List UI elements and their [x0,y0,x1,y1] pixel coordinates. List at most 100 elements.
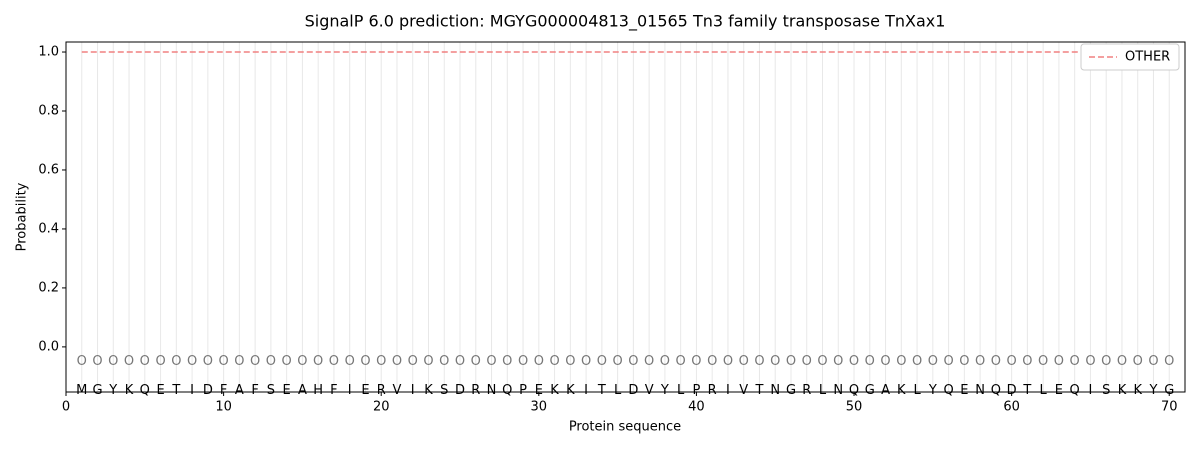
residue-label: R [802,383,811,398]
x-tick-label: 50 [846,400,863,415]
region-label: O [896,354,906,369]
region-label: O [754,354,764,369]
region-label: O [1148,354,1158,369]
residue-label: K [1133,383,1142,398]
region-label: O [786,354,796,369]
residue-label: D [628,383,638,398]
region-label: O [392,354,402,369]
residue-label: K [1118,383,1127,398]
residue-label: T [597,383,606,398]
x-tick-label: 20 [373,400,390,415]
region-label: O [928,354,938,369]
residue-label: H [313,383,323,398]
residue-label: Q [1070,383,1080,398]
region-label: O [455,354,465,369]
residue-label: S [267,383,275,398]
region-label: O [660,354,670,369]
residue-label: Q [502,383,512,398]
region-label: O [644,354,654,369]
region-label: O [912,354,922,369]
region-label: O [171,354,181,369]
residue-label: M [76,383,87,398]
region-label: O [486,354,496,369]
region-label: O [597,354,607,369]
region-label: O [423,354,433,369]
residue-label: E [960,383,968,398]
residue-label: K [550,383,559,398]
region-label: O [534,354,544,369]
residue-label: F [251,383,258,398]
region-label: O [1054,354,1064,369]
residue-label: D [455,383,465,398]
region-label: O [723,354,733,369]
residue-label: F [330,383,337,398]
region-label: O [628,354,638,369]
region-label: O [975,354,985,369]
region-label: O [770,354,780,369]
x-tick-label: 40 [688,400,705,415]
residue-label: L [1040,383,1048,398]
residue-label: I [584,383,588,398]
region-label: O [1117,354,1127,369]
residue-label: R [708,383,717,398]
residue-label: Q [849,383,859,398]
residue-label: I [726,383,730,398]
residue-label: I [190,383,194,398]
region-label: O [1022,354,1032,369]
x-tick-label: 30 [531,400,548,415]
residue-label: K [566,383,575,398]
residue-label: V [393,383,402,398]
x-tick-label: 10 [215,400,232,415]
residue-label: Y [1149,383,1158,398]
region-label: O [802,354,812,369]
residue-label: F [220,383,227,398]
residue-label: V [645,383,654,398]
x-axis-label: Protein sequence [569,420,681,435]
residue-label: S [1102,383,1110,398]
residue-label: E [361,383,369,398]
region-label: O [739,354,749,369]
residue-label: L [913,383,921,398]
residue-label: D [1007,383,1017,398]
residue-label: I [411,383,415,398]
region-label: O [187,354,197,369]
legend-label: OTHER [1125,50,1170,65]
y-tick-label: 0.4 [38,221,59,236]
residue-label: E [1055,383,1063,398]
residue-label: K [897,383,906,398]
region-label: O [108,354,118,369]
region-label: O [518,354,528,369]
region-label: O [250,354,260,369]
residue-label: T [171,383,180,398]
region-label: O [140,354,150,369]
region-label: O [676,354,686,369]
residue-label: A [881,383,890,398]
residue-label: G [865,383,875,398]
residue-label: L [614,383,622,398]
chart-title: SignalP 6.0 prediction: MGYG000004813_01… [305,12,946,32]
residue-label: K [424,383,433,398]
region-label: O [565,354,575,369]
region-label: O [376,354,386,369]
region-label: O [817,354,827,369]
region-label: O [266,354,276,369]
y-tick-label: 0.8 [38,103,59,118]
residue-label: E [156,383,164,398]
residue-label: N [833,383,843,398]
region-label: O [1070,354,1080,369]
region-label: O [880,354,890,369]
region-label: O [991,354,1001,369]
region-label: O [691,354,701,369]
residue-label: L [819,383,827,398]
residue-label: V [739,383,748,398]
region-label: O [439,354,449,369]
residue-label: N [770,383,780,398]
region-label: O [1007,354,1017,369]
residue-label: Y [928,383,937,398]
residue-label: Q [943,383,953,398]
region-label: O [943,354,953,369]
residue-label: G [92,383,102,398]
region-label: O [297,354,307,369]
residue-label: Y [660,383,669,398]
